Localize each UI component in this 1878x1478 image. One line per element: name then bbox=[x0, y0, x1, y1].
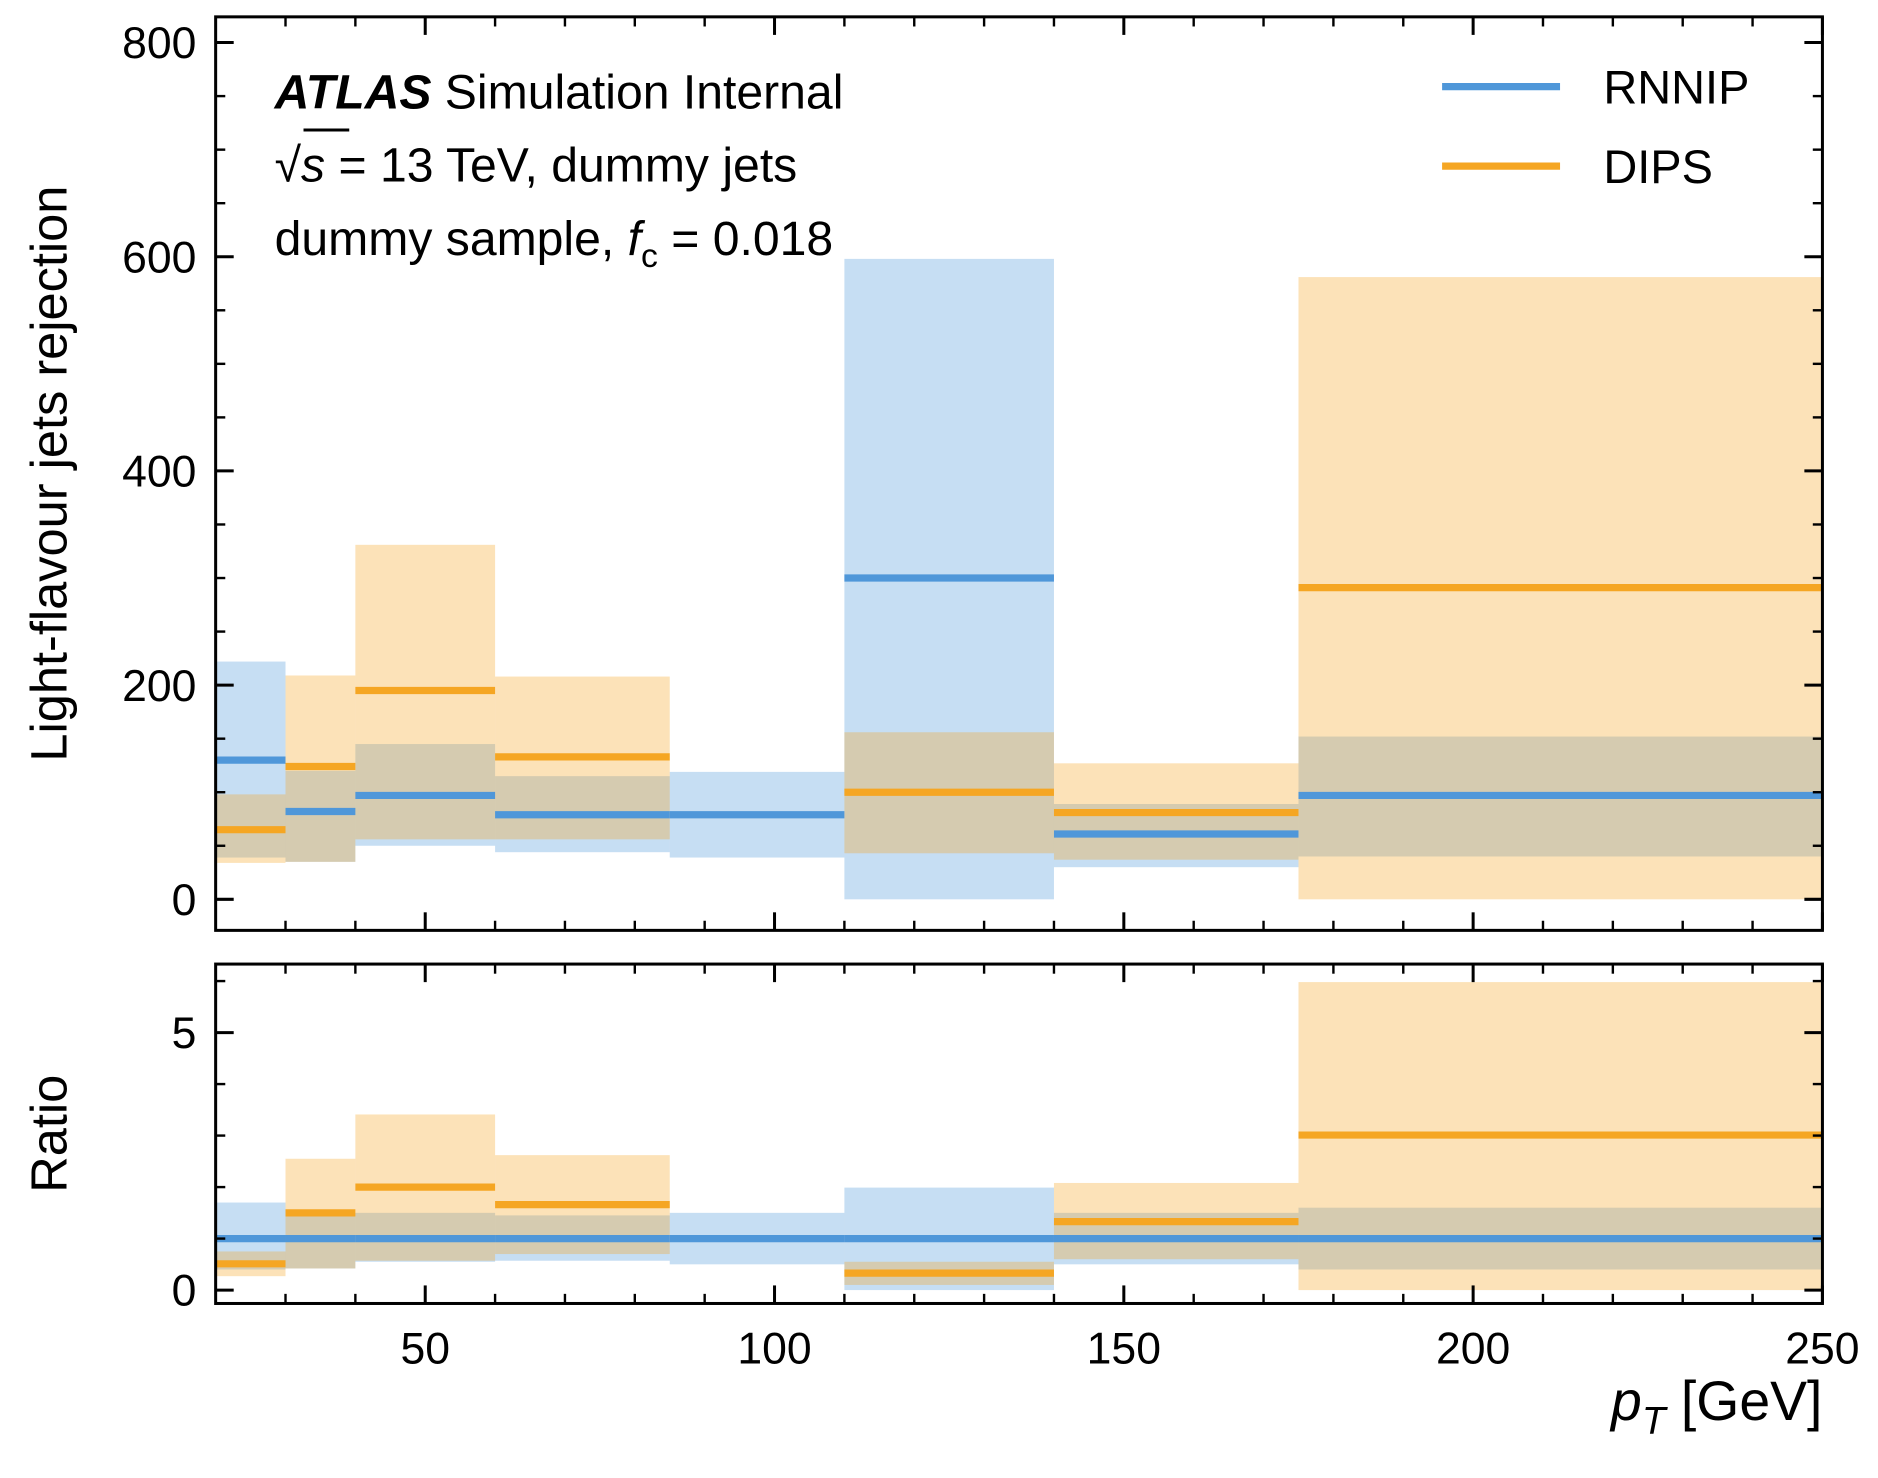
error-band bbox=[285, 770, 356, 862]
rich-text: ATLAS Simulation Internal bbox=[274, 65, 844, 119]
text-part: = 13 TeV, dummy jets bbox=[325, 139, 797, 193]
y-tick-label: 400 bbox=[122, 448, 196, 497]
axes-frame bbox=[214, 962, 1824, 1305]
text-part: T bbox=[1642, 1400, 1668, 1443]
x-tick-label: 200 bbox=[1436, 1325, 1510, 1374]
y-axis-label: Light-flavour jets rejection bbox=[20, 186, 77, 762]
x-tick-label: 250 bbox=[1785, 1325, 1859, 1374]
legend-label: DIPS bbox=[1603, 141, 1713, 193]
y-tick-label: 5 bbox=[172, 1009, 197, 1058]
y-axis-label: Ratio bbox=[20, 1075, 77, 1193]
text-part: c bbox=[641, 237, 658, 275]
legend-label: RNNIP bbox=[1603, 62, 1749, 114]
y-tick-label: 800 bbox=[122, 19, 196, 68]
rich-text: dummy sample, fc = 0.018 bbox=[275, 212, 834, 275]
x-tick-label: 150 bbox=[1087, 1325, 1161, 1374]
x-tick-label: 100 bbox=[737, 1325, 811, 1374]
text-part: = 0.018 bbox=[658, 212, 833, 266]
y-tick-label: 0 bbox=[172, 1267, 197, 1316]
text-part: [GeV] bbox=[1666, 1370, 1823, 1432]
text-part: dummy sample, bbox=[275, 212, 628, 266]
y-tick-label: 600 bbox=[122, 233, 196, 282]
text-part: √ bbox=[275, 139, 302, 193]
axes-frame bbox=[214, 15, 1824, 932]
rich-text: pT [GeV] bbox=[1609, 1370, 1822, 1443]
text-part: s bbox=[301, 139, 325, 193]
rich-text: √s = 13 TeV, dummy jets bbox=[275, 139, 798, 193]
x-tick-label: 50 bbox=[400, 1325, 450, 1374]
text-part: ATLAS bbox=[274, 65, 432, 119]
text-part: p bbox=[1609, 1370, 1642, 1432]
y-tick-label: 0 bbox=[172, 876, 197, 925]
y-tick-label: 200 bbox=[122, 662, 196, 711]
text-part: Simulation Internal bbox=[431, 65, 843, 119]
